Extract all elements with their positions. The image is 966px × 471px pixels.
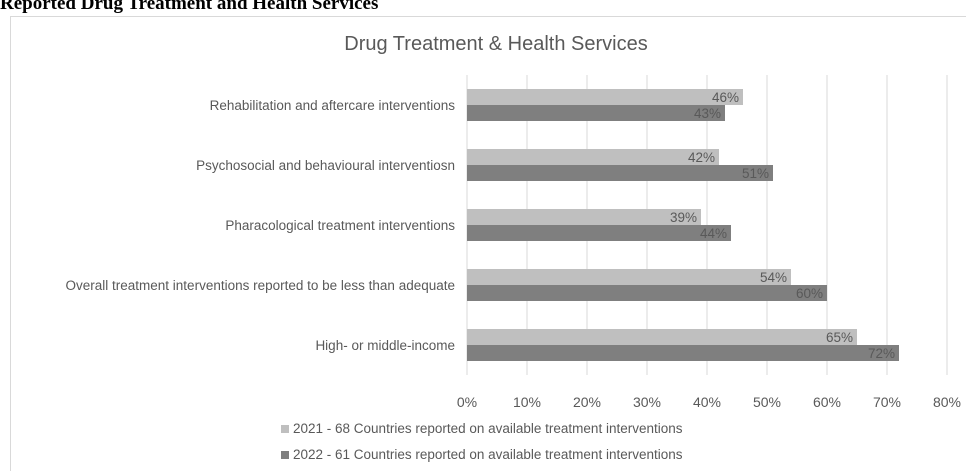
chart-frame <box>10 16 966 471</box>
bar-2022 <box>467 165 773 181</box>
legend-swatch <box>281 425 289 433</box>
data-label: 54% <box>760 270 787 285</box>
bar-2022 <box>467 105 725 121</box>
chart-title: Drug Treatment & Health Services <box>344 33 647 55</box>
data-label: 42% <box>688 150 715 165</box>
category-labels: Rehabilitation and aftercare interventio… <box>66 98 456 353</box>
category-label: Overall treatment interventions reported… <box>66 278 455 293</box>
data-label: 46% <box>712 90 739 105</box>
bar-2021 <box>467 329 857 345</box>
category-label: High- or middle-income <box>315 338 455 353</box>
data-label: 60% <box>796 286 823 301</box>
data-label: 51% <box>742 166 769 181</box>
x-tick-label: 20% <box>573 394 601 410</box>
x-tick-label: 0% <box>457 394 477 410</box>
legend-swatch <box>281 451 289 459</box>
data-label: 44% <box>700 226 727 241</box>
page-heading: Reported Drug Treatment and Health Servi… <box>0 0 379 14</box>
x-tick-label: 80% <box>933 394 961 410</box>
bar-2022 <box>467 225 731 241</box>
bar-2022 <box>467 345 899 361</box>
bar-2021 <box>467 89 743 105</box>
x-tick-label: 30% <box>633 394 661 410</box>
bar-2021 <box>467 149 719 165</box>
x-tick-label: 40% <box>693 394 721 410</box>
data-label: 65% <box>826 330 853 345</box>
x-tick-label: 70% <box>873 394 901 410</box>
data-label: 39% <box>670 210 697 225</box>
legend: 2021 - 68 Countries reported on availabl… <box>281 421 683 462</box>
data-label: 43% <box>694 106 721 121</box>
x-tick-label: 60% <box>813 394 841 410</box>
category-label: Psychosocial and behavioural interventio… <box>196 158 455 173</box>
x-tick-label: 50% <box>753 394 781 410</box>
x-tick-label: 10% <box>513 394 541 410</box>
x-axis-ticks: 0% 10% 20% 30% 40% 50% 60% 70% 80% <box>457 394 961 410</box>
bar-2021 <box>467 209 701 225</box>
category-label: Pharacological treatment interventions <box>225 218 455 233</box>
bar-2022 <box>467 285 827 301</box>
legend-label: 2022 - 61 Countries reported on availabl… <box>293 447 683 462</box>
data-label: 72% <box>868 346 895 361</box>
bar-2021 <box>467 269 791 285</box>
category-label: Rehabilitation and aftercare interventio… <box>210 98 456 113</box>
bar-series: 46%43% 42% 51% 39%44% 54% 60% 65% 72% <box>467 89 899 361</box>
legend-label: 2021 - 68 Countries reported on availabl… <box>293 421 683 436</box>
